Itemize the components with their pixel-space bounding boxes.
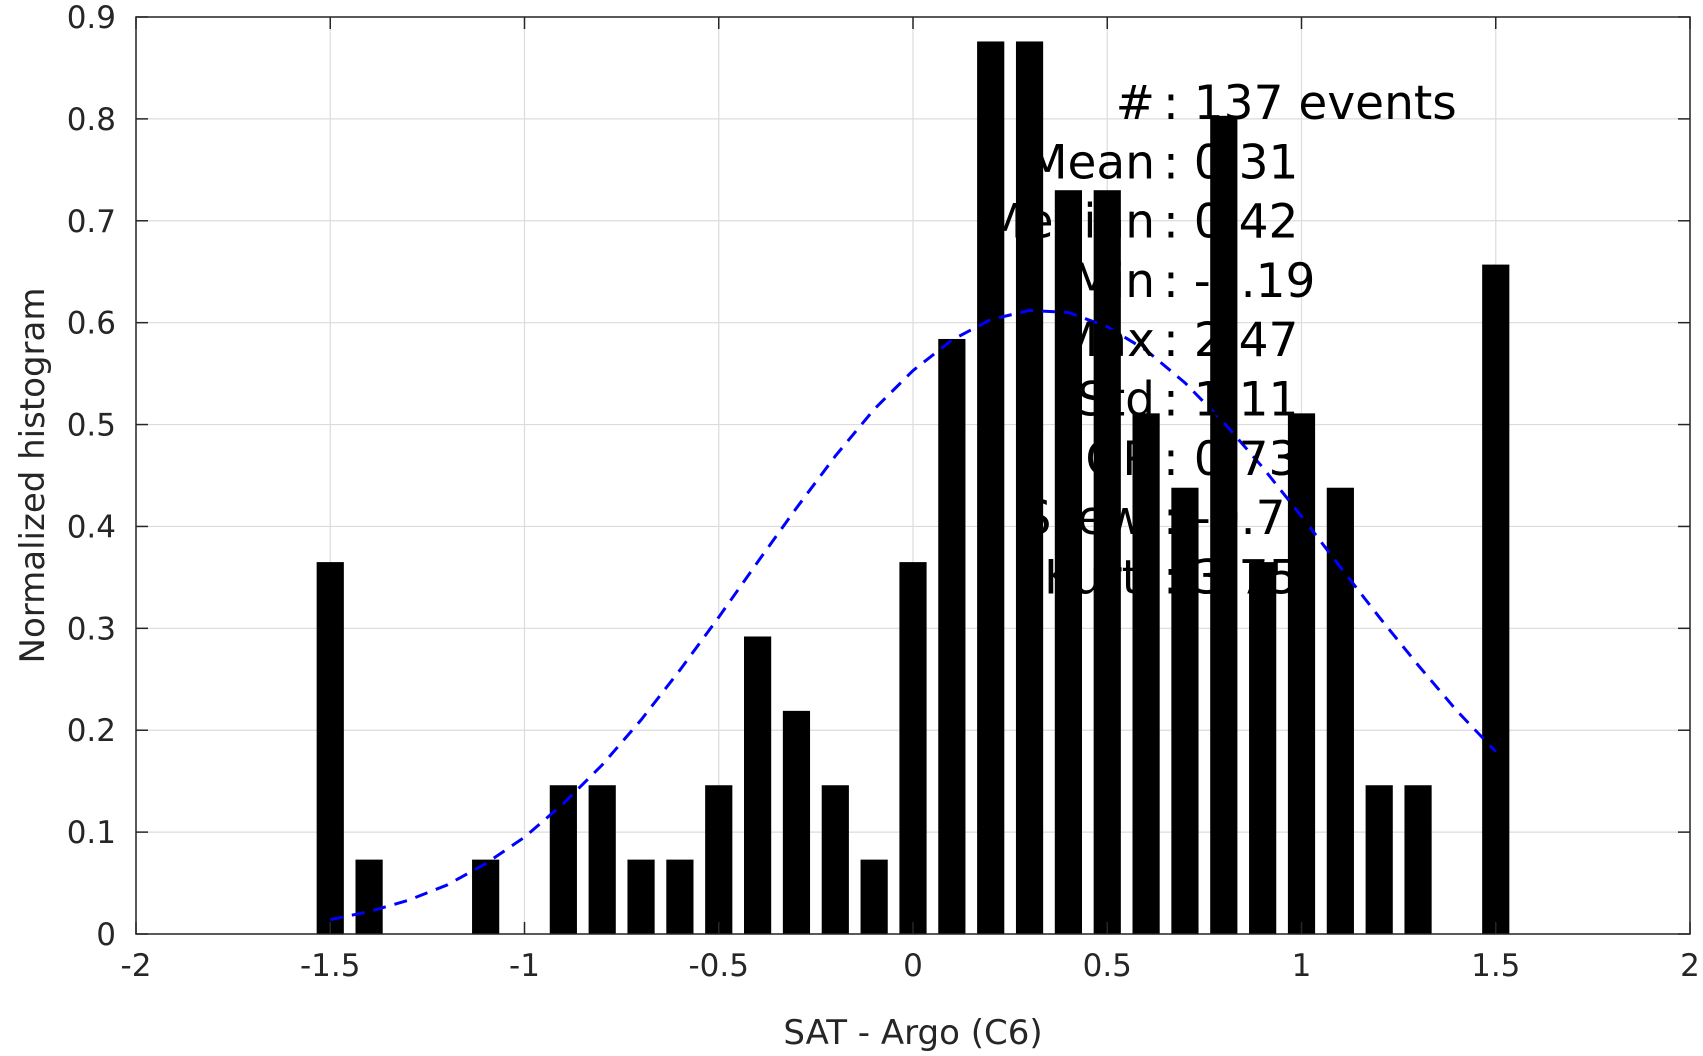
stat-value: : -0.79: [1163, 491, 1315, 546]
stat-label: Median: [984, 195, 1155, 250]
histogram-bar: [899, 562, 927, 934]
histogram-bar: [1404, 785, 1432, 934]
y-axis-label: Normalized histogram: [13, 288, 53, 664]
histogram-bar: [355, 859, 383, 934]
histogram-bar: [1210, 115, 1238, 935]
histogram-bars: [316, 41, 1510, 935]
y-tick-label: 0.4: [67, 509, 116, 545]
y-tick-label: 0.5: [67, 408, 116, 444]
x-tick-label: 0.5: [1083, 948, 1132, 984]
stat-label: Max: [1058, 313, 1155, 368]
stat-value: : 0.42: [1163, 195, 1298, 250]
x-tick-label: 1: [1292, 948, 1312, 984]
histogram-bar: [627, 859, 655, 934]
stat-label: Std: [1077, 373, 1155, 428]
stat-value: : 3.75: [1163, 550, 1298, 605]
y-tick-label: 0.1: [67, 815, 116, 851]
histogram-bar: [472, 859, 500, 934]
stat-label: Mean: [1027, 135, 1155, 190]
histogram-bar: [1482, 264, 1510, 935]
histogram-bar: [1054, 190, 1082, 934]
x-tick-label: 0: [903, 948, 923, 984]
x-axis-label: SAT - Argo (C6): [783, 1013, 1042, 1053]
y-tick-label: 0.9: [67, 0, 116, 36]
histogram-bar: [744, 636, 772, 934]
stat-value: : 0.73: [1163, 432, 1298, 487]
y-tick-label: 0.6: [67, 306, 116, 342]
x-tick-label: -2: [121, 948, 152, 984]
y-tick-label: 0.8: [67, 102, 116, 138]
histogram-bar: [588, 785, 616, 934]
stat-value: : 137 events: [1163, 76, 1457, 131]
histogram-bar: [1287, 413, 1316, 934]
stat-label: Kurt.: [1044, 550, 1155, 605]
stat-label: Skew.: [1022, 491, 1155, 546]
x-tick-labels: -2 -1.5 -1 -0.5 0 0.5 1 1.5 2: [121, 948, 1700, 984]
x-tick-label: -1: [509, 948, 540, 984]
x-tick-label: -0.5: [689, 948, 750, 984]
histogram-bar: [977, 41, 1005, 935]
stat-label: IQR: [1071, 432, 1155, 487]
stat-value: : -7.19: [1163, 254, 1315, 309]
histogram-bar: [666, 859, 694, 934]
y-tick-labels: 0 0.1 0.2 0.3 0.4 0.5 0.6 0.7 0.8 0.9: [67, 0, 116, 953]
x-tick-label: 2: [1680, 948, 1700, 984]
stat-value: : 2.47: [1163, 313, 1298, 368]
histogram-bar: [782, 710, 811, 934]
histogram-bar: [938, 338, 966, 935]
stat-label: Min: [1072, 254, 1155, 309]
stat-value: : 1.11: [1163, 373, 1298, 428]
histogram-bar: [705, 785, 733, 934]
stat-value: : 0.31: [1163, 135, 1298, 190]
y-tick-label: 0.7: [67, 204, 116, 240]
histogram-bar: [1132, 413, 1160, 934]
histogram-bar: [1171, 487, 1199, 934]
histogram-bar: [821, 785, 849, 934]
histogram-bar: [316, 562, 344, 934]
histogram-bar: [1249, 562, 1277, 934]
histogram-bar: [1365, 785, 1393, 934]
x-tick-label: 1.5: [1471, 948, 1520, 984]
histogram-bar: [1326, 487, 1354, 934]
histogram-bar: [1015, 41, 1044, 935]
normal-fit-curve: [329, 308, 1497, 922]
histogram-bar: [860, 859, 888, 934]
axis-ticks: [135, 16, 1691, 935]
histogram-bar: [1093, 190, 1121, 934]
y-tick-label: 0: [96, 917, 116, 953]
y-tick-label: 0.3: [67, 611, 116, 647]
stat-label: #: [1116, 76, 1155, 131]
histogram-bar: [549, 785, 577, 934]
x-tick-label: -1.5: [300, 948, 361, 984]
y-tick-label: 0.2: [67, 713, 116, 749]
